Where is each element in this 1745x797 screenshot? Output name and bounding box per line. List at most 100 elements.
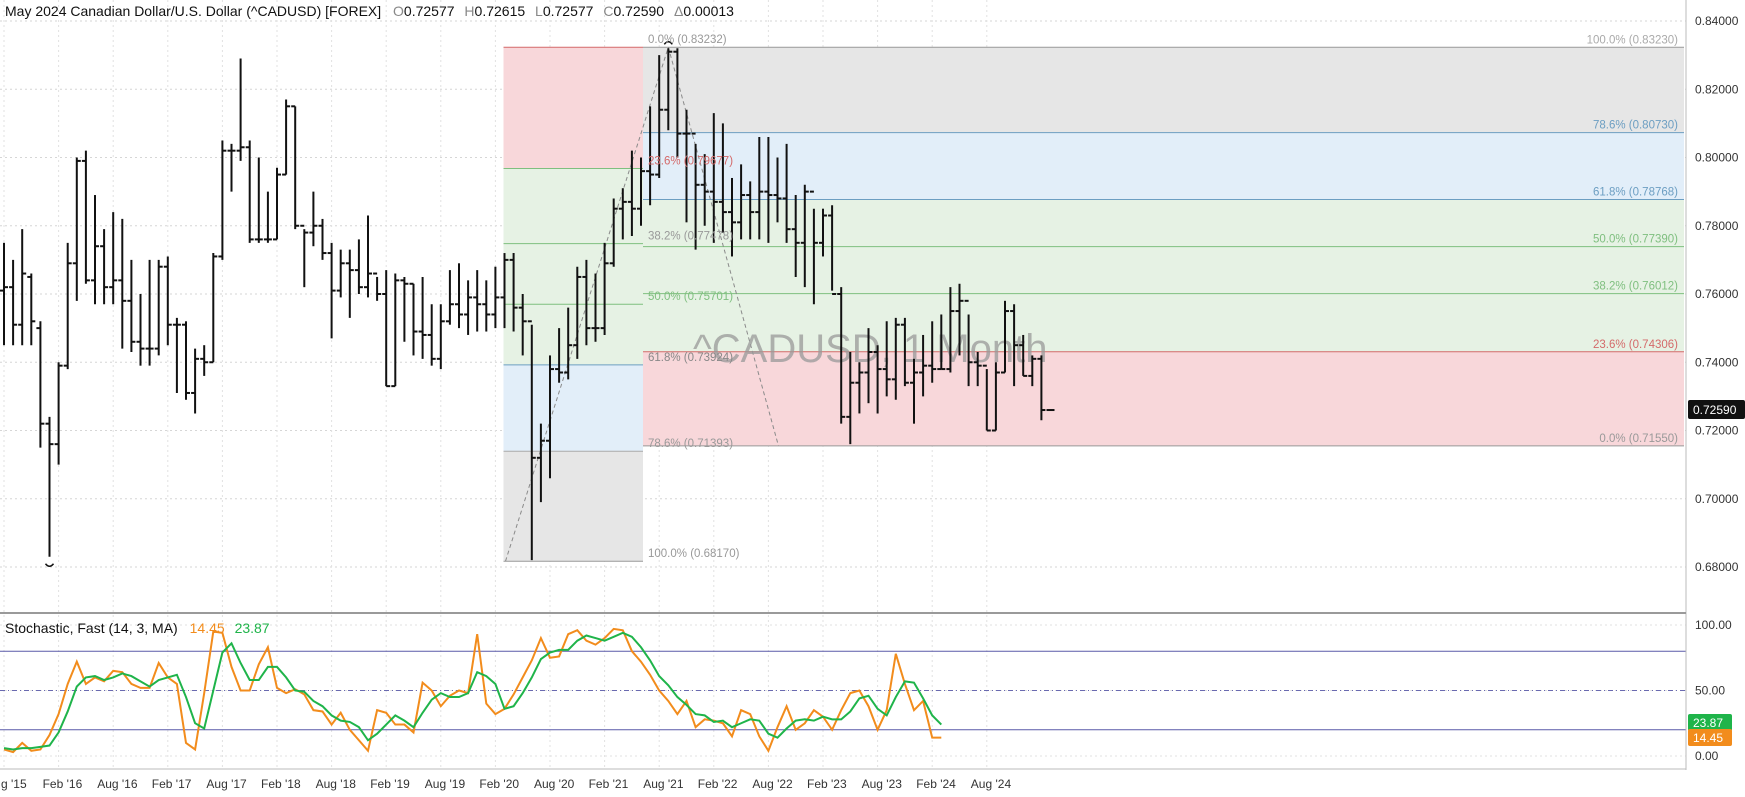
ohlc-bar <box>236 58 245 161</box>
ohlc-bar <box>627 150 636 236</box>
ohlc-bar <box>709 113 718 243</box>
last-price-value: 0.72590 <box>1693 403 1737 417</box>
ohlc-bar <box>391 273 400 388</box>
ohlc-bar <box>782 143 791 243</box>
stochastic-badges: 23.87 14.45 <box>1688 714 1732 746</box>
fast-k-value: 14.45 <box>190 620 225 636</box>
ohlc-bar <box>72 157 81 301</box>
fib-zone-b <box>643 246 1684 294</box>
fast-k-line <box>3 627 942 754</box>
ohlc-bar <box>409 282 418 356</box>
ohlc-bar <box>172 317 181 393</box>
ohlc-bar <box>382 270 391 388</box>
swing-low-marker <box>44 563 55 568</box>
time-tick-label: g '15 <box>1 777 27 791</box>
open-label: O <box>393 3 404 19</box>
time-tick-label: Aug '16 <box>97 777 138 791</box>
fib-zone-b <box>643 47 1684 133</box>
ohlc-bar <box>309 191 318 247</box>
ohlc-bar <box>245 140 254 243</box>
stochastic-tick-label: 50.00 <box>1695 684 1725 698</box>
fibonacci-zones <box>503 46 1684 562</box>
ohlc-bar <box>718 123 727 233</box>
ohlc-bar <box>464 280 473 335</box>
ohlc-bar <box>473 270 482 332</box>
price-bars <box>0 41 1055 568</box>
fib-zone-b <box>643 293 1684 352</box>
price-tick-label: 0.80000 <box>1695 151 1739 165</box>
ohlc-bar <box>154 259 163 356</box>
fib-label-b: 61.8% (0.78768) <box>1593 187 1678 199</box>
ohlc-bar <box>291 105 300 230</box>
ohlc-bar <box>345 249 354 318</box>
fib-label-b: 23.6% (0.74306) <box>1593 339 1678 351</box>
time-tick-label: Aug '20 <box>534 777 575 791</box>
fib-zone-a <box>503 451 643 562</box>
fib-label-a: 38.2% (0.77478) <box>648 231 733 243</box>
ohlc-bar <box>209 253 218 364</box>
ohlc-bar <box>655 55 664 178</box>
fib-label-b: 0.0% (0.71550) <box>1599 433 1678 445</box>
fib-label-a: 0.0% (0.83232) <box>648 34 727 46</box>
close-value: 0.72590 <box>613 3 664 19</box>
ohlc-bar <box>946 287 955 373</box>
fib-zone-b <box>643 351 1684 446</box>
ohlc-bar <box>646 106 655 206</box>
time-tick-label: Aug '18 <box>316 777 357 791</box>
ohlc-bar <box>991 362 1000 432</box>
time-tick-label: Aug '21 <box>643 777 684 791</box>
ohlc-bar <box>564 307 573 380</box>
ohlc-bar <box>546 355 554 479</box>
fib-label-b: 50.0% (0.77390) <box>1593 234 1678 246</box>
price-tick-label: 0.70000 <box>1695 492 1739 506</box>
ohlc-bar <box>728 177 736 257</box>
ohlc-bar <box>555 328 564 383</box>
ohlc-bar <box>982 364 991 432</box>
ohlc-bar <box>127 259 136 353</box>
ohlc-bar <box>573 266 582 359</box>
price-tick-label: 0.76000 <box>1695 287 1739 301</box>
ohlc-bar <box>955 283 964 356</box>
ohlc-bar <box>873 345 882 414</box>
ohlc-bar <box>9 259 18 346</box>
close-label: C <box>603 3 613 19</box>
time-tick-label: Aug '17 <box>206 777 247 791</box>
change-label: Δ <box>674 3 683 19</box>
ohlc-bar <box>63 242 72 370</box>
time-tick-label: Feb '19 <box>370 777 410 791</box>
ohlc-bar <box>609 198 618 267</box>
time-tick-label: Feb '16 <box>43 777 83 791</box>
fib-zone-a <box>503 243 643 305</box>
ohlc-bar <box>664 48 673 131</box>
low-value: 0.72577 <box>543 3 594 19</box>
fib-label-a: 50.0% (0.75701) <box>648 291 733 303</box>
fast-k-badge-value: 14.45 <box>1693 731 1723 745</box>
ohlc-bar <box>418 276 427 359</box>
ohlc-bar <box>691 132 700 250</box>
ohlc-bar <box>191 348 200 414</box>
ohlc-bar <box>54 362 63 465</box>
ohlc-bar <box>145 259 154 366</box>
ohlc-bar <box>336 249 345 298</box>
ohlc-bar <box>600 242 609 335</box>
fibonacci-labels: 0.0% (0.83232) 23.6% (0.79677) 38.2% (0.77… <box>648 34 1678 560</box>
ohlc-bar <box>837 287 846 424</box>
ohlc-bar <box>855 362 864 414</box>
ohlc-bar <box>755 137 764 240</box>
ohlc-bar <box>0 242 8 346</box>
last-price-badge: 0.72590 <box>1688 400 1745 420</box>
ohlc-bar <box>163 256 172 346</box>
ohlc-bar <box>828 205 837 295</box>
fib-zone-a <box>503 364 643 452</box>
ohlc-bar <box>36 321 45 448</box>
ohlc-bar <box>1001 300 1009 374</box>
fib-label-a: 78.6% (0.71393) <box>648 438 733 450</box>
ohlc-bar <box>737 164 746 240</box>
time-tick-label: Feb '17 <box>152 777 192 791</box>
instrument-title: May 2024 Canadian Dollar/U.S. Dollar (^C… <box>5 3 381 19</box>
ohlc-bar <box>218 140 227 260</box>
swing-high-marker <box>663 41 673 45</box>
time-x-axis: g '15 Feb '16 Aug '16 Feb '17 Aug '17 Feb '18… <box>1 777 1011 791</box>
fib-zone-a <box>503 168 643 244</box>
time-tick-label: Feb '18 <box>261 777 301 791</box>
